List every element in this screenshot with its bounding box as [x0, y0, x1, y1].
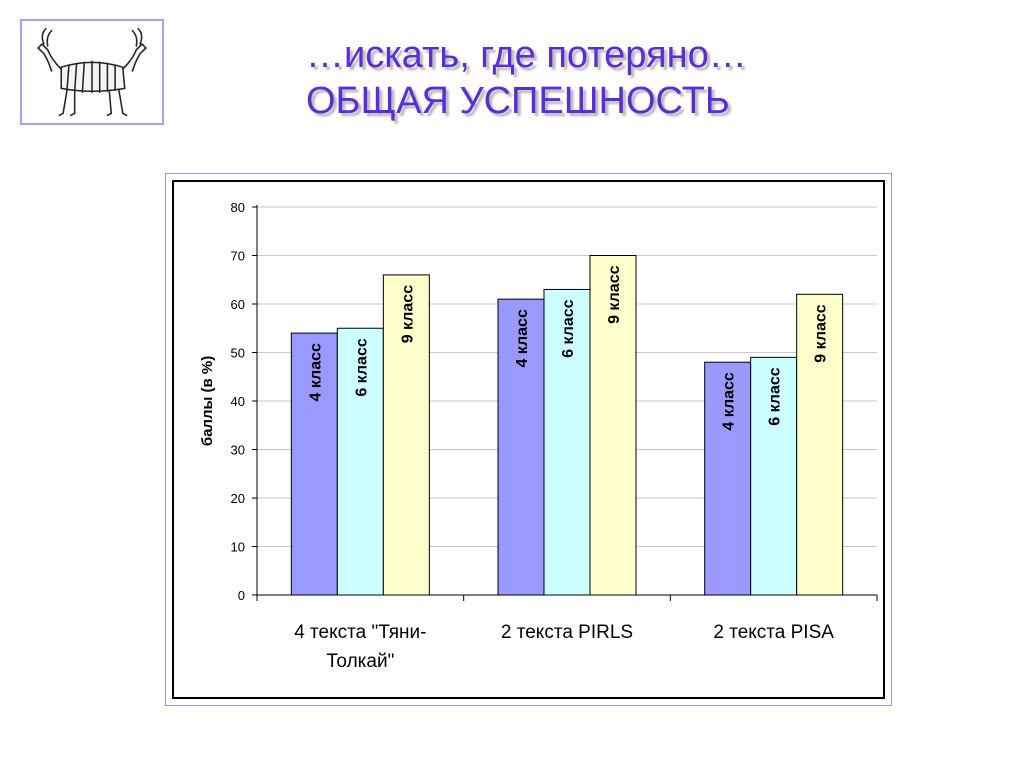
- y-tick-label: 30: [231, 443, 245, 458]
- bar: [543, 288, 591, 596]
- bar-data-label: 4 класс: [307, 343, 324, 402]
- x-category-label: Толкай": [326, 651, 394, 672]
- chart-area: 0 10 20 30 40 50 60 70 80 баллы (в %) 4 класс 6 кла…: [172, 180, 885, 699]
- bar: [704, 361, 752, 596]
- bar: [336, 327, 384, 596]
- y-tick-label: 40: [231, 394, 245, 409]
- x-category-label: 2 текста PISA: [713, 622, 834, 643]
- bar-data-label: 6 класс: [353, 338, 370, 397]
- chart-frame: 0 10 20 30 40 50 60 70 80 баллы (в %) 4 класс 6 кла…: [165, 173, 892, 706]
- x-category-label: 4 текста "Тяни-: [294, 622, 426, 643]
- y-tick-label: 50: [231, 346, 245, 361]
- bar-data-label: 6 класс: [560, 299, 577, 358]
- bar-chart: 0 10 20 30 40 50 60 70 80 баллы (в %) 4 класс 6 кла…: [199, 200, 878, 672]
- bar-data-label: 9 класс: [813, 304, 830, 363]
- logo: [20, 19, 164, 125]
- y-tick-label: 60: [231, 297, 245, 312]
- bar-data-label: 6 класс: [767, 367, 784, 426]
- bar-data-label: 4 класс: [514, 309, 531, 368]
- y-axis-label: баллы (в %): [199, 356, 216, 446]
- y-tick-label: 70: [231, 249, 245, 264]
- y-tick-label: 10: [231, 540, 245, 555]
- bar: [290, 332, 338, 596]
- bar: [796, 293, 844, 596]
- bar: [589, 255, 637, 596]
- bar: [382, 274, 430, 596]
- bar-data-label: 9 класс: [606, 265, 623, 324]
- bar: [750, 356, 798, 596]
- y-tick-label: 0: [238, 588, 245, 603]
- y-tick-label: 20: [231, 491, 245, 506]
- bar-data-label: 4 класс: [721, 372, 738, 431]
- bar-data-label: 9 класс: [399, 285, 416, 344]
- bar: [497, 298, 545, 596]
- x-category-label: 2 текста PIRLS: [501, 622, 633, 643]
- slide-subtitle: …искать, где потеряно…: [306, 34, 747, 76]
- goat-zebra-icon: [37, 27, 147, 117]
- y-tick-label: 80: [231, 200, 245, 215]
- slide-title: ОБЩАЯ УСПЕШНОСТЬ: [306, 80, 730, 122]
